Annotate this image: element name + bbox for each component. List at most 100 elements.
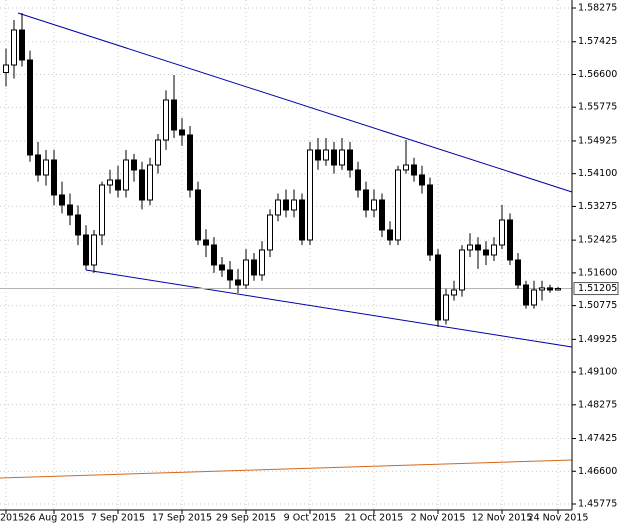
candle-body	[219, 264, 225, 271]
candle-body	[403, 164, 409, 171]
candle-body	[491, 244, 497, 256]
candle-body	[139, 169, 145, 201]
candle-body	[539, 287, 545, 291]
candle-body	[243, 259, 249, 286]
candle-body	[123, 159, 129, 191]
candle-body	[315, 149, 321, 161]
candle-body	[419, 174, 425, 186]
trendline	[17, 12, 573, 193]
candle-body	[323, 149, 329, 161]
y-tick-label: 1.58275	[578, 3, 617, 14]
candle-body	[283, 199, 289, 211]
y-tick-label: 1.49100	[578, 367, 617, 378]
y-tick-label: 1.49925	[578, 334, 617, 345]
y-tick-label: 1.45775	[578, 499, 617, 510]
y-tick-label: 1.47425	[578, 433, 617, 444]
y-tick-label: 1.52425	[578, 235, 617, 246]
candle-body	[3, 64, 9, 73]
candle-body	[299, 199, 305, 241]
candle-body	[19, 29, 25, 61]
candle-body	[467, 244, 473, 251]
y-tick-label: 1.48275	[578, 399, 617, 410]
candle-body	[59, 194, 65, 206]
candle-body	[179, 129, 185, 136]
candle-body	[387, 229, 393, 241]
candle-body	[331, 149, 337, 166]
y-tick-label: 1.54100	[578, 168, 617, 179]
candle-body	[83, 234, 89, 266]
candle-body	[339, 149, 345, 166]
candle-body	[107, 179, 113, 186]
candle-body	[523, 284, 529, 306]
candle-body	[51, 159, 57, 196]
candle-body	[171, 99, 177, 131]
candle-body	[379, 199, 385, 231]
candle-body	[347, 149, 353, 171]
candle-body	[371, 199, 377, 211]
candle-body	[211, 244, 217, 266]
candle-body	[43, 159, 49, 176]
x-tick-label: 7 Sep 2015	[91, 513, 145, 524]
candle-body	[435, 254, 441, 321]
candle-body	[451, 289, 457, 296]
y-tick-label: 1.57425	[578, 36, 617, 47]
candle-body	[99, 184, 105, 236]
candle-body	[275, 199, 281, 216]
y-tick-label: 1.56600	[578, 69, 617, 80]
y-tick-label: 1.53275	[578, 201, 617, 212]
candle-body	[267, 214, 273, 251]
candle-body	[227, 269, 233, 281]
candle-body	[195, 189, 201, 241]
candle-body	[131, 159, 137, 171]
candle-body	[475, 244, 481, 251]
y-tick-label: 1.55775	[578, 102, 617, 113]
candle-body	[291, 199, 297, 211]
candle-body	[363, 189, 369, 211]
candle-body	[443, 294, 449, 321]
candle-body	[147, 164, 153, 201]
trendline	[0, 459, 573, 479]
candle-body	[27, 59, 33, 156]
y-tick-label: 1.50775	[578, 300, 617, 311]
x-tick-label: 29 Sep 2015	[216, 513, 276, 524]
x-tick-label: 2 Nov 2015	[411, 513, 466, 524]
y-tick-label: 1.46600	[578, 466, 617, 477]
candle-body	[395, 169, 401, 241]
x-tick-label: 17 Sep 2015	[152, 513, 212, 524]
x-tick-label: 9 Oct 2015	[284, 513, 337, 524]
last-price-label: 1.51205	[578, 283, 617, 294]
last-price-box	[573, 282, 619, 296]
candle-body	[459, 249, 465, 291]
candle-body	[355, 169, 361, 191]
candle-body	[411, 164, 417, 176]
candle-body	[35, 154, 41, 176]
candle-body	[483, 249, 489, 256]
x-tick-label: 2015	[0, 513, 24, 524]
candle-body	[547, 287, 553, 291]
candle-body	[115, 179, 121, 191]
x-tick-label: 21 Oct 2015	[345, 513, 404, 524]
candle-body	[75, 214, 81, 236]
y-tick-label: 1.54925	[578, 135, 617, 146]
candle-body	[507, 219, 513, 261]
candle-body	[531, 289, 537, 306]
y-tick-label: 1.51600	[578, 267, 617, 278]
candle-body	[67, 204, 73, 216]
candle-body	[11, 29, 17, 66]
candle-body	[203, 239, 209, 246]
x-tick-label: 24 Nov 2015	[528, 513, 589, 524]
candle-body	[499, 219, 505, 246]
candle-body	[187, 134, 193, 191]
candle-body	[515, 259, 521, 286]
x-tick-label: 26 Aug 2015	[24, 513, 85, 524]
candle-body	[427, 184, 433, 256]
candle-body	[163, 99, 169, 141]
candle-body	[155, 139, 161, 166]
candle-body	[555, 288, 561, 291]
candle-body	[91, 234, 97, 266]
trendline	[85, 269, 573, 348]
x-tick-label: 12 Nov 2015	[472, 513, 533, 524]
candle-body	[235, 279, 241, 286]
